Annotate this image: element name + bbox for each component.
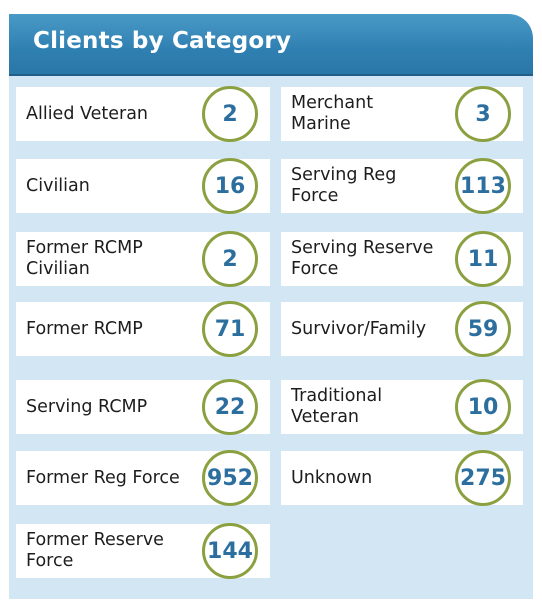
category-label: Survivor/Family	[291, 318, 427, 339]
category-count: 144	[202, 523, 258, 579]
category-count: 22	[202, 379, 258, 435]
category-count: 952	[202, 450, 258, 506]
category-label: Former Reg Force	[26, 467, 180, 488]
category-count: 3	[455, 86, 511, 142]
category-item-former-reserve-force: Former Reserve Force 144	[16, 523, 270, 579]
category-item-civilian: Civilian 16	[16, 158, 270, 214]
category-label: Merchant Marine	[291, 93, 374, 134]
category-label: Former RCMP	[26, 318, 143, 339]
category-label: Serving Reg Force	[291, 165, 397, 206]
category-count: 10	[455, 379, 511, 435]
category-count: 11	[455, 231, 511, 287]
clients-by-category-panel: Clients by Category Allied Veteran 2 Mer…	[9, 14, 533, 599]
category-count: 113	[455, 158, 511, 214]
category-count: 2	[202, 86, 258, 142]
category-item-serving-reserve-force: Serving Reserve Force 11	[281, 231, 523, 287]
category-label: Serving RCMP	[26, 396, 148, 417]
category-label: Serving Reserve Force	[291, 238, 434, 279]
panel-title: Clients by Category	[33, 28, 292, 54]
category-count: 275	[455, 450, 511, 506]
category-item-serving-reg-force: Serving Reg Force 113	[281, 158, 523, 214]
category-label: Civilian	[26, 175, 90, 196]
category-label: Former Reserve Force	[26, 530, 164, 571]
category-item-unknown: Unknown 275	[281, 450, 523, 506]
category-item-former-rcmp-civilian: Former RCMP Civilian 2	[16, 231, 270, 287]
category-item-former-reg-force: Former Reg Force 952	[16, 450, 270, 506]
category-label: Unknown	[291, 467, 373, 488]
category-item-merchant-marine: Merchant Marine 3	[281, 86, 523, 142]
category-item-traditional-veteran: Traditional Veteran 10	[281, 379, 523, 435]
category-item-serving-rcmp: Serving RCMP 22	[16, 379, 270, 435]
category-label: Traditional Veteran	[291, 386, 383, 427]
category-count: 59	[455, 301, 511, 357]
category-item-allied-veteran: Allied Veteran 2	[16, 86, 270, 142]
category-label: Former RCMP Civilian	[26, 238, 143, 279]
category-count: 71	[202, 301, 258, 357]
category-label: Allied Veteran	[26, 103, 149, 124]
category-item-former-rcmp: Former RCMP 71	[16, 301, 270, 357]
panel-header: Clients by Category	[9, 14, 533, 76]
category-count: 16	[202, 158, 258, 214]
category-count: 2	[202, 231, 258, 287]
category-item-survivor-family: Survivor/Family 59	[281, 301, 523, 357]
